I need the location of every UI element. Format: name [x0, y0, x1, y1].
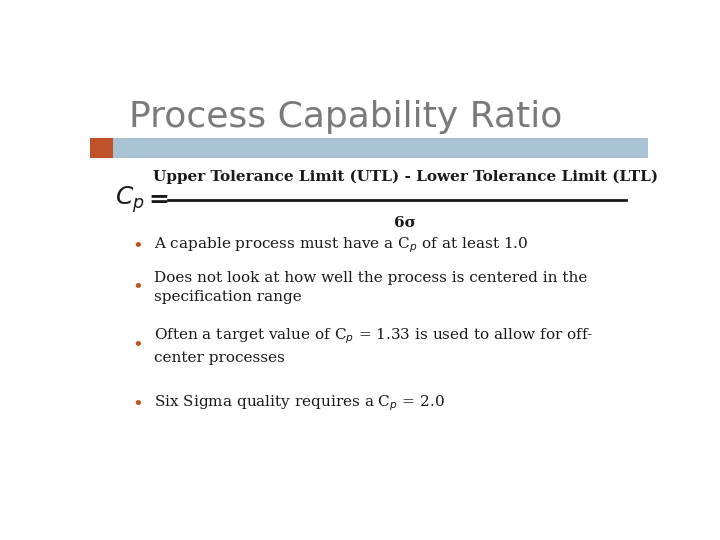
Text: Process Capability Ratio: Process Capability Ratio	[129, 100, 562, 134]
Text: 6σ: 6σ	[395, 216, 416, 230]
Bar	[90, 138, 114, 158]
Text: =: =	[148, 188, 169, 212]
Bar	[90, 138, 648, 158]
Text: Does not look at how well the process is centered in the
specification range: Does not look at how well the process is…	[154, 271, 588, 304]
Text: •: •	[132, 237, 143, 255]
Text: A capable process must have a C$_p$ of at least 1.0: A capable process must have a C$_p$ of a…	[154, 236, 528, 255]
Text: $C_p$: $C_p$	[115, 185, 145, 215]
Text: •: •	[132, 395, 143, 413]
Text: Often a target value of C$_p$ = 1.33 is used to allow for off-
center processes: Often a target value of C$_p$ = 1.33 is …	[154, 326, 593, 365]
Text: Upper Tolerance Limit (UTL) - Lower Tolerance Limit (LTL): Upper Tolerance Limit (UTL) - Lower Tole…	[153, 170, 658, 184]
Text: •: •	[132, 278, 143, 296]
Text: Six Sigma quality requires a C$_p$ = 2.0: Six Sigma quality requires a C$_p$ = 2.0	[154, 394, 445, 414]
Text: •: •	[132, 336, 143, 354]
